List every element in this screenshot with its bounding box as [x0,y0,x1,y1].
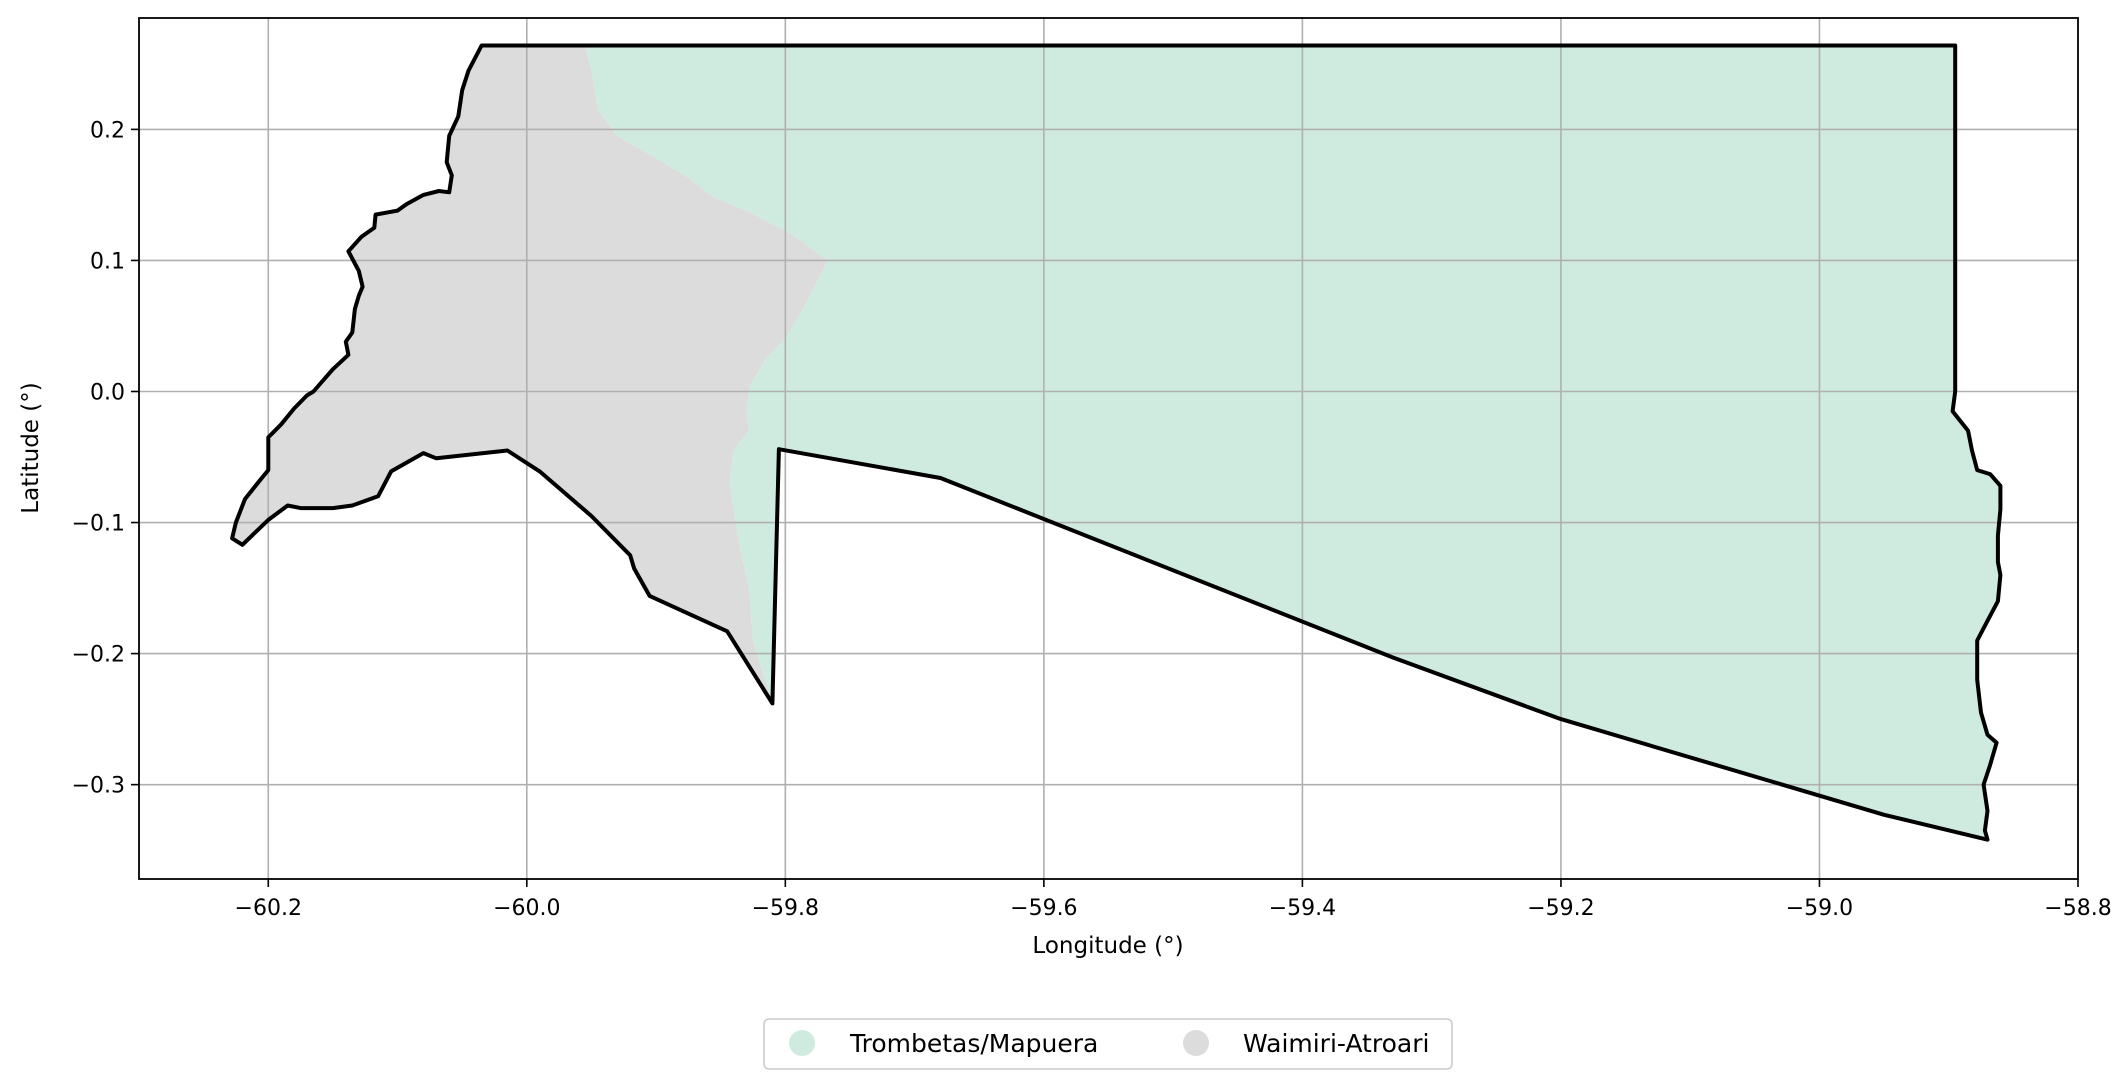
boundary-outline [230,43,2003,842]
y-axis-ticks: 0.2 0.1 0.0 −0.1 −0.2 −0.3 [72,118,139,799]
legend-label-waimiri-atroari: Waimiri-Atroari [1243,1029,1429,1058]
y-tick-label: 0.1 [90,249,125,274]
x-tick-label: −58.8 [2044,896,2111,921]
legend-label-trombetas-mapuera: Trombetas/Mapuera [849,1029,1098,1058]
y-tick-label: −0.3 [72,774,125,799]
legend-frame [763,1018,1453,1070]
y-tick-label: 0.0 [90,380,125,405]
plot-frame [138,17,2079,880]
legend-marker-waimiri-atroari [1183,1030,1209,1056]
y-axis-label: Latitude (°) [18,382,44,513]
x-tick-label: −59.8 [752,896,819,921]
x-tick-label: −59.2 [1527,896,1594,921]
x-tick-label: −59.4 [1269,896,1336,921]
legend-marker-trombetas-mapuera [789,1030,815,1056]
y-tick-label: 0.2 [90,118,125,143]
x-axis-label: Longitude (°) [1032,933,1183,959]
x-tick-label: −59.6 [1010,896,1077,921]
x-axis-ticks: −60.2 −60.0 −59.8 −59.6 −59.4 −59.2 −59.0 −58.8 [235,879,2112,921]
region-trombetas-mapuera [585,45,2001,840]
region-waimiri-atroari [232,45,829,704]
grid-layer [139,18,2078,879]
y-tick-label: −0.1 [72,512,125,537]
x-tick-label: −60.0 [493,896,560,921]
x-tick-label: −59.0 [1786,896,1853,921]
legend: Trombetas/Mapuera Waimiri-Atroari [763,1018,1453,1070]
y-tick-label: −0.2 [72,643,125,668]
x-tick-label: −60.2 [235,896,302,921]
outline-layer [230,43,2003,842]
regions-layer [232,45,2001,840]
